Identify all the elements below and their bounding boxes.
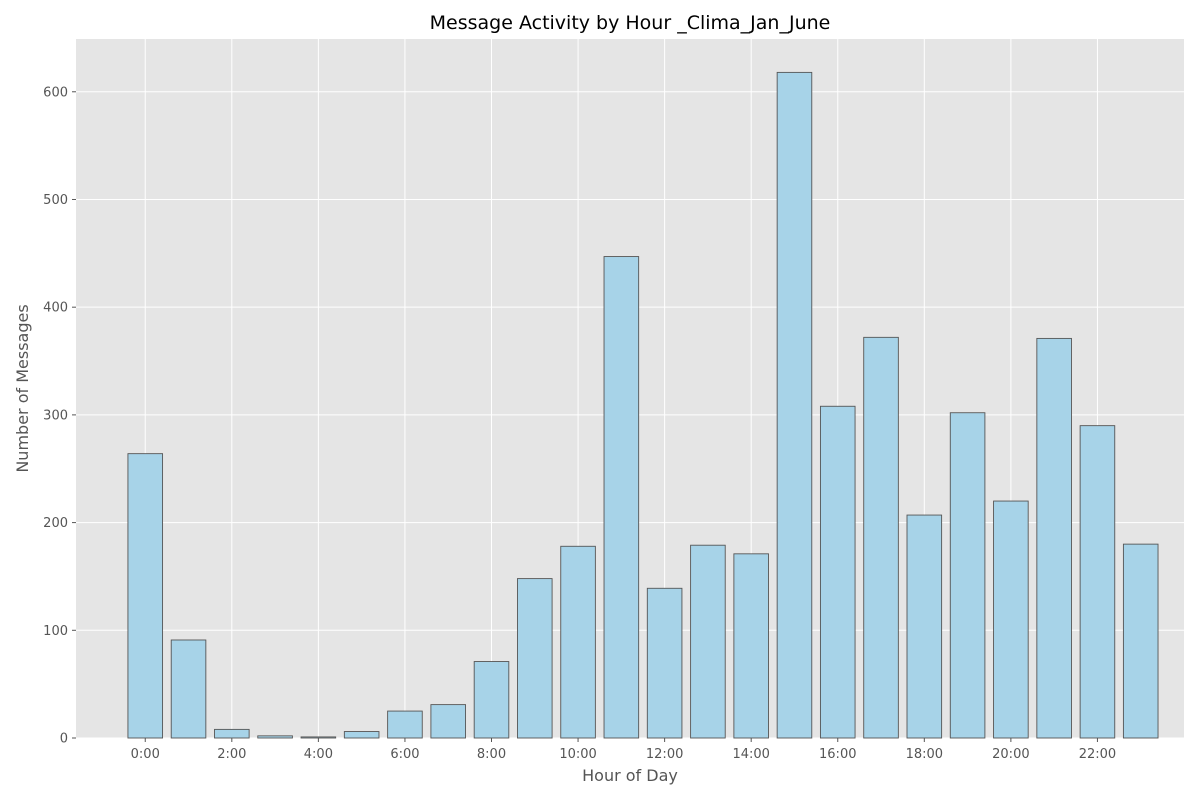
x-tick-label: 4:00 <box>304 747 333 762</box>
bar-hour-11 <box>603 256 640 739</box>
y-tick-label: 0 <box>60 732 68 747</box>
bar-hour-17 <box>863 336 899 739</box>
bar-hour-13 <box>690 544 726 739</box>
bar-hour-1 <box>170 639 207 739</box>
x-tick-label: 8:00 <box>477 747 506 762</box>
y-axis-label: Number of Messages <box>13 304 32 472</box>
bars <box>127 71 1159 739</box>
bar-hour-14 <box>733 553 769 739</box>
y-tick-label: 300 <box>43 408 68 423</box>
y-tick-label: 100 <box>43 624 68 639</box>
y-tick-label: 500 <box>43 193 68 208</box>
x-axis-label: Hour of Day <box>582 766 678 785</box>
bar-hour-20 <box>993 500 1029 739</box>
chart-title: Message Activity by Hour _Clima_Jan_June <box>430 12 831 34</box>
bar-hour-15 <box>776 71 813 739</box>
bar-hour-16 <box>819 405 856 739</box>
bar-hour-23 <box>1122 543 1159 739</box>
y-axis: 0 100 200 300 400 500 600 <box>43 85 76 747</box>
y-tick-label: 400 <box>43 301 68 316</box>
x-tick-label: 14:00 <box>732 747 769 762</box>
x-tick-label: 2:00 <box>217 747 246 762</box>
bar-hour-22 <box>1079 425 1116 739</box>
bar-hour-10 <box>560 545 596 739</box>
bar-hour-8 <box>473 661 510 739</box>
x-axis: 0:00 2:00 4:00 6:00 8:00 10:00 12:00 14:00 16:00… <box>131 738 1116 762</box>
bar-hour-12 <box>646 587 683 739</box>
x-tick-label: 22:00 <box>1079 747 1116 762</box>
x-tick-label: 0:00 <box>131 747 160 762</box>
y-tick-label: 200 <box>43 516 68 531</box>
x-tick-label: 10:00 <box>559 747 596 762</box>
bar-hour-3 <box>257 735 293 739</box>
bar-hour-0 <box>127 453 164 739</box>
bar-hour-2 <box>214 728 250 739</box>
x-tick-label: 6:00 <box>390 747 419 762</box>
x-tick-label: 18:00 <box>906 747 943 762</box>
y-tick-label: 600 <box>43 85 68 100</box>
bar-hour-19 <box>949 412 986 739</box>
x-tick-label: 20:00 <box>992 747 1029 762</box>
bar-hour-4 <box>300 736 337 739</box>
x-tick-label: 12:00 <box>646 747 683 762</box>
bar-hour-9 <box>517 578 553 739</box>
x-tick-label: 16:00 <box>819 747 856 762</box>
bar-hour-21 <box>1036 337 1072 739</box>
bar-hour-7 <box>430 704 466 739</box>
bar-hour-18 <box>906 514 943 739</box>
bar-hour-5 <box>343 731 380 739</box>
bar-hour-6 <box>387 710 423 739</box>
